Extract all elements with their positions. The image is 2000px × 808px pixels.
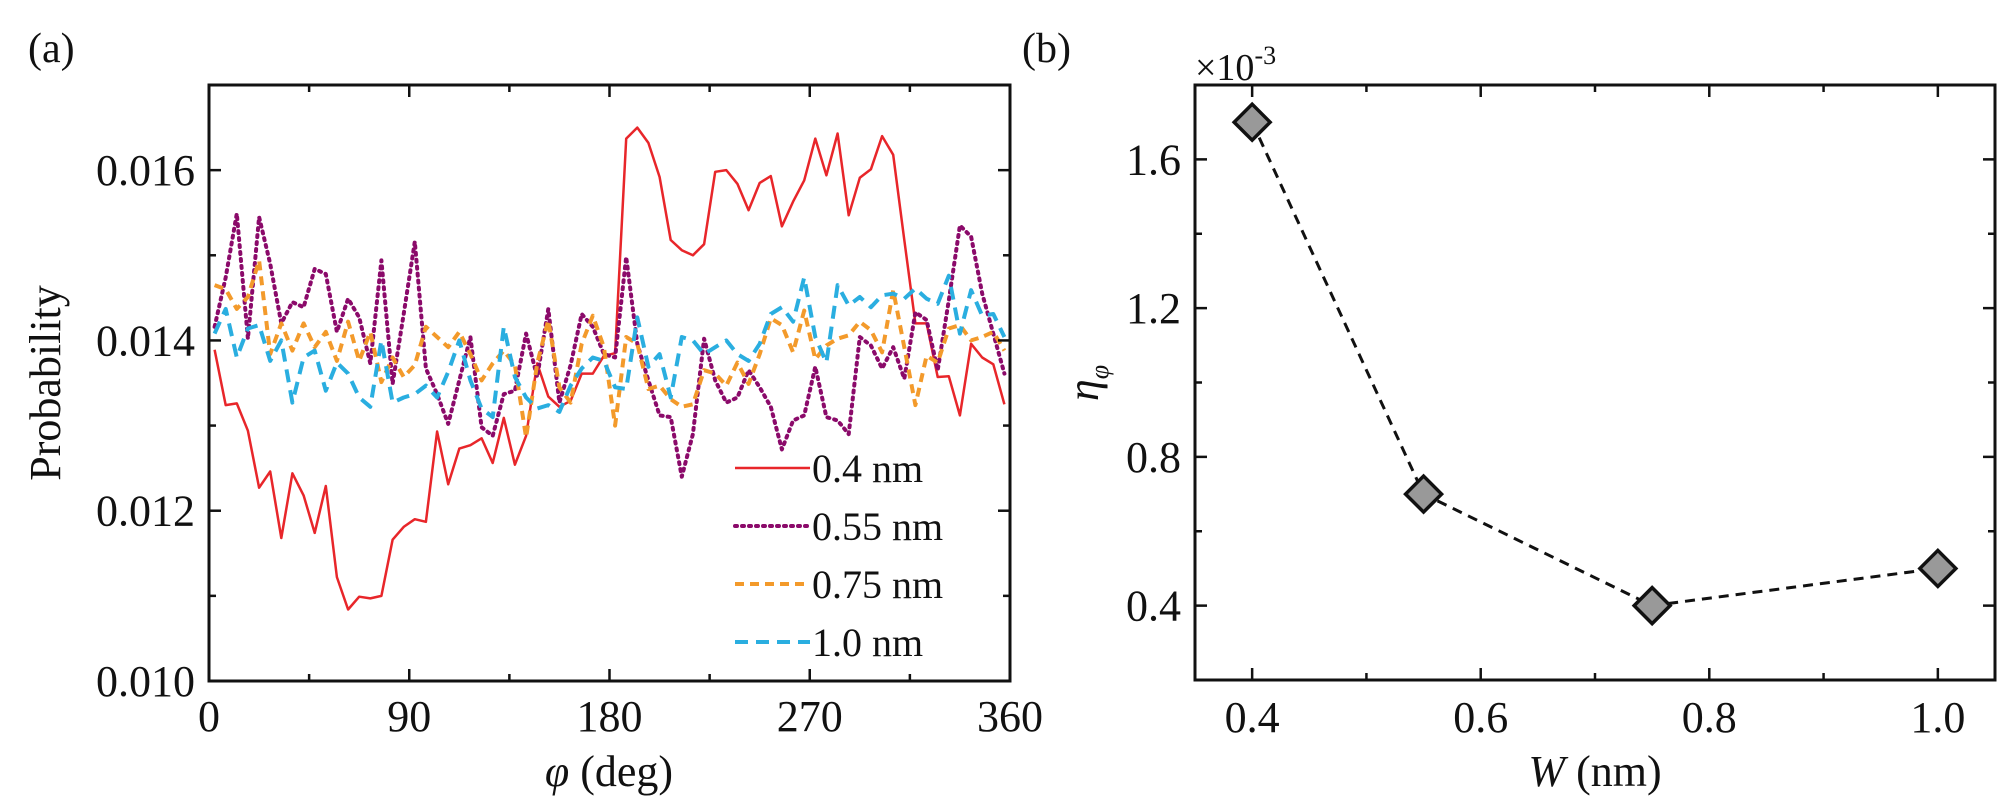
- y-tick-label: 1.6: [1126, 135, 1181, 184]
- panel-a-legend: 0.4 nm 0.55 nm 0.75 nm 1.0 nm: [733, 446, 943, 665]
- y-tick-label: 0.4: [1126, 582, 1181, 631]
- legend-label: 1.0 nm: [812, 620, 923, 665]
- phi-symbol: φ: [545, 747, 569, 796]
- x-unit: (deg): [569, 747, 673, 796]
- x-tick-label: 90: [387, 692, 431, 741]
- legend-label: 0.4 nm: [812, 446, 923, 491]
- eta-dashed-line: [1250, 121, 1939, 608]
- panel-a-ticks: 0 90 180 270 360 0.010 0.012 0.014 0.016: [96, 85, 1043, 741]
- y-tick-label: 1.2: [1126, 284, 1181, 333]
- panel-b-y-multiplier: ×10-3: [1195, 41, 1276, 89]
- series-line-0p75-nm: [213, 258, 1007, 440]
- diamond-marker: [1231, 101, 1273, 143]
- panel-b-ticks: 0.4 0.6 0.8 1.0 0.4 0.8 1.2 1.6: [1126, 85, 1995, 742]
- series-line-0p55-nm: [212, 211, 1007, 479]
- panel-b-plot-frame: [1193, 83, 1997, 682]
- diamond-marker: [1917, 547, 1959, 589]
- panel-b-x-axis-label: W (nm): [1528, 747, 1661, 796]
- x-tick-label: 270: [777, 692, 843, 741]
- panel-a-x-axis-label: φ (deg): [545, 747, 673, 796]
- y-tick-label: 0.012: [96, 487, 195, 536]
- legend-label: 0.55 nm: [812, 504, 943, 549]
- x-tick-label: 360: [977, 692, 1043, 741]
- series-line-1p0-nm: [212, 273, 1007, 420]
- panel-a-label: (a): [28, 26, 75, 72]
- y-tick-label: 0.016: [96, 146, 195, 195]
- panel-b-y-axis-label: ηφ: [1059, 365, 1114, 401]
- x-tick-label: 0.6: [1453, 693, 1508, 742]
- diamond-marker: [1403, 473, 1445, 515]
- y-tick-label: 0.014: [96, 316, 195, 365]
- x-tick-label: 0.8: [1682, 693, 1737, 742]
- panel-a-y-axis-label: Probability: [21, 285, 70, 481]
- panel-b-label: (b): [1022, 26, 1071, 72]
- x-tick-label: 1.0: [1910, 693, 1965, 742]
- legend-label: 0.75 nm: [812, 562, 943, 607]
- x-tick-label: 180: [577, 692, 643, 741]
- panel-a-series-group: [212, 126, 1007, 611]
- x-tick-label: 0.4: [1225, 693, 1280, 742]
- y-tick-label: 0.010: [96, 657, 195, 706]
- y-tick-label: 0.8: [1126, 433, 1181, 482]
- panel-a-probability-chart: (a) 0 90 180 270 360 0.010 0.012 0.014 0.016 Pro…: [21, 26, 1043, 796]
- x-tick-label: 0: [198, 692, 220, 741]
- panel-b-eta-chart: (b) ×10-3 0.4 0.6 0.8 1.0 0.4 0.8 1.2 1.6 ηφ W …: [1022, 26, 1997, 796]
- diamond-marker: [1631, 585, 1673, 627]
- panel-b-series-group: [1231, 101, 1959, 627]
